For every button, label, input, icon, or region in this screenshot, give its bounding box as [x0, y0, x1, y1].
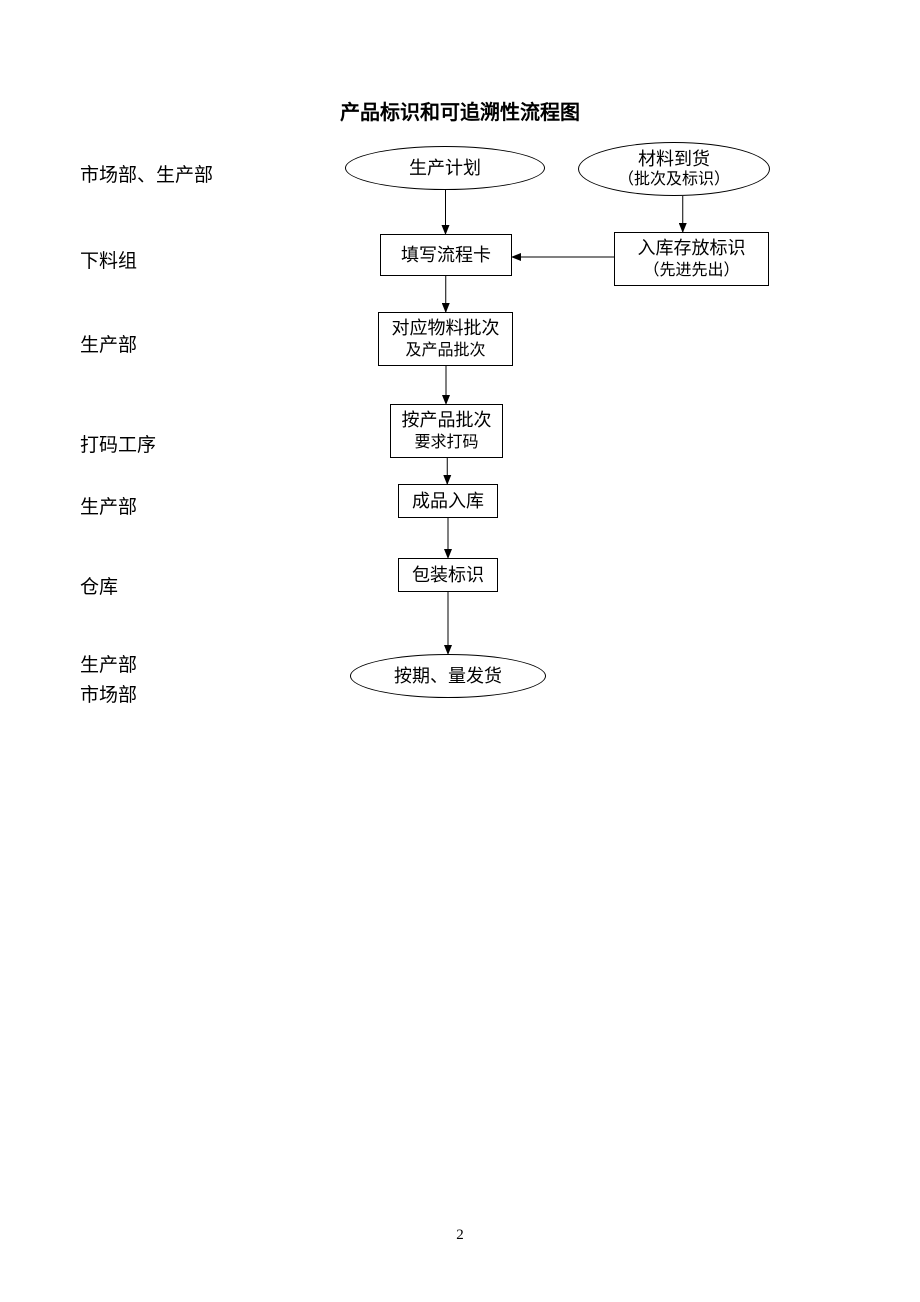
node-text: 材料到货	[638, 148, 710, 171]
side-label: 生产部	[80, 650, 137, 677]
flow-node-n3: 填写流程卡	[380, 234, 512, 276]
flow-node-n6: 按产品批次要求打码	[390, 404, 503, 458]
flow-node-n5: 对应物料批次及产品批次	[378, 312, 513, 366]
flow-node-n1: 生产计划	[345, 146, 545, 190]
page-title: 产品标识和可追溯性流程图	[0, 96, 920, 125]
node-text: 生产计划	[409, 157, 481, 180]
node-subtext: （批次及标识）	[618, 170, 730, 190]
flow-node-n8: 包装标识	[398, 558, 498, 592]
connectors	[0, 0, 920, 1302]
node-text: 入库存放标识	[638, 236, 746, 260]
side-label: 打码工序	[80, 430, 156, 457]
page-number: 2	[0, 1227, 920, 1244]
node-subtext: 要求打码	[414, 432, 478, 454]
side-label: 市场部	[80, 680, 137, 707]
side-label: 生产部	[80, 330, 137, 357]
flow-node-n2: 材料到货（批次及标识）	[578, 142, 770, 196]
node-subtext: （先进先出）	[643, 260, 739, 282]
flow-node-n7: 成品入库	[398, 484, 498, 518]
node-text: 按期、量发货	[394, 665, 502, 688]
flow-node-n9: 按期、量发货	[350, 654, 546, 698]
node-text: 成品入库	[412, 489, 484, 513]
side-label: 市场部、生产部	[80, 160, 213, 187]
node-subtext: 及产品批次	[405, 340, 485, 362]
side-label: 生产部	[80, 492, 137, 519]
side-label: 仓库	[80, 572, 118, 599]
node-text: 对应物料批次	[392, 316, 500, 340]
flow-node-n4: 入库存放标识（先进先出）	[614, 232, 769, 286]
node-text: 包装标识	[412, 563, 484, 587]
node-text: 按产品批次	[402, 408, 492, 432]
side-label: 下料组	[80, 246, 137, 273]
node-text: 填写流程卡	[401, 243, 491, 267]
